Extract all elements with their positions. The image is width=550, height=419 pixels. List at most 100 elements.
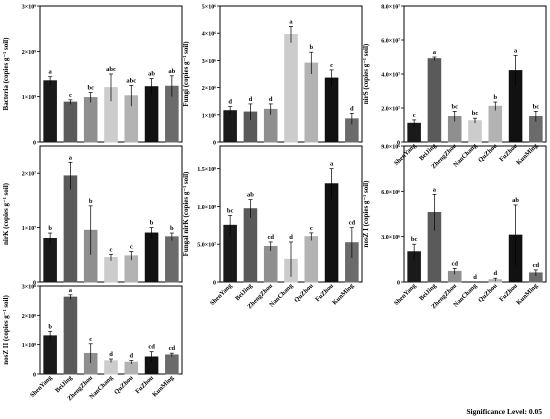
bar-beijing bbox=[243, 208, 258, 283]
significance-letter: bc bbox=[451, 103, 458, 110]
chart-panel-6: 0 3.0×10⁶ 6.0×10⁶ 9.0×10⁶ nosZ I (copies g⁻¹… bbox=[362, 145, 547, 310]
y-tick-label: 1×10⁸ bbox=[22, 343, 36, 349]
significance-letter: c bbox=[130, 244, 133, 251]
y-tick-label: 2.0×10⁷ bbox=[381, 107, 400, 113]
significance-letter: b bbox=[48, 323, 52, 330]
significance-letter: bc bbox=[87, 85, 94, 92]
significance-letter: a bbox=[289, 18, 293, 25]
significance-letter: ab bbox=[168, 68, 175, 75]
y-tick-label: 2×10⁷ bbox=[22, 172, 36, 178]
y-tick-label: 3×10⁸ bbox=[22, 285, 36, 291]
significance-letter: abc bbox=[106, 66, 116, 73]
significance-letter: a bbox=[330, 161, 334, 168]
y-tick-label: 1.0×10⁸ bbox=[197, 205, 216, 211]
y-tick-label: 6.0×10⁶ bbox=[381, 190, 400, 196]
bar-nanchang bbox=[104, 257, 118, 283]
y-axis-label: Fungal nirK (copies g⁻¹ soil) bbox=[182, 171, 190, 256]
y-axis-label: Fungi (copies g⁻¹ soil) bbox=[182, 41, 190, 107]
chart-panel-7: 0 1×10⁸ 2×10⁸ 3×10⁸ nosZ II (copies g⁻¹ soil… bbox=[2, 285, 183, 402]
y-tick-label: 5.0×10⁷ bbox=[197, 243, 216, 249]
y-tick-label: 1.5×10⁸ bbox=[197, 167, 216, 173]
bar-quzhou bbox=[304, 62, 319, 143]
y-tick-label: 2×10⁶ bbox=[202, 86, 216, 92]
y-tick-label: 5×10⁶ bbox=[202, 5, 216, 11]
bar-nanchang bbox=[468, 120, 482, 143]
significance-letter: d bbox=[249, 96, 253, 103]
chart-panel-4: 0 1×10⁷ 2×10⁷ nirK (copies g⁻¹ soil) b a b c c b b bbox=[2, 145, 183, 287]
significance-letter: a bbox=[69, 154, 73, 161]
significance-letter: c bbox=[89, 336, 92, 343]
significance-letter: bc bbox=[533, 103, 540, 110]
y-tick-label: 3.0×10⁶ bbox=[381, 235, 400, 241]
significance-letter: cd bbox=[169, 345, 176, 352]
significance-letter: abc bbox=[126, 77, 136, 84]
significance-letter: d bbox=[109, 351, 113, 358]
significance-letter: cd bbox=[267, 234, 274, 241]
significance-letter: cd bbox=[451, 260, 458, 267]
bar-zhengzhou bbox=[83, 97, 98, 143]
significance-letter: c bbox=[330, 62, 333, 69]
y-axis-label: Bacteria (copies g⁻¹ soil) bbox=[2, 37, 10, 111]
y-axis-label: nosZ II (copies g⁻¹ soil) bbox=[2, 295, 10, 365]
significance-note: Significance Level: 0.05 bbox=[466, 407, 542, 416]
bar-zhengzhou bbox=[263, 245, 278, 283]
bar-beijing bbox=[63, 175, 78, 283]
bar-beijing bbox=[63, 296, 78, 375]
y-tick-label: 1×10⁷ bbox=[22, 226, 36, 232]
significance-letter: d bbox=[350, 105, 354, 112]
significance-letter: c bbox=[69, 92, 72, 99]
y-tick-label: 9.0×10⁶ bbox=[381, 145, 400, 151]
bar-nanchang bbox=[104, 360, 118, 375]
chart-panel-1: 0 1×10⁹ 2×10⁹ 3×10⁹ Bacteria (copies g⁻¹ soi… bbox=[2, 5, 183, 147]
y-tick-label: 0 bbox=[397, 141, 400, 147]
x-tick-label: QuZhou bbox=[477, 282, 499, 304]
bar-fuzhou bbox=[144, 86, 159, 143]
y-tick-label: 0 bbox=[33, 141, 36, 147]
significance-letter: a bbox=[433, 49, 437, 56]
significance-letter: b bbox=[48, 225, 52, 232]
significance-letter: b bbox=[150, 220, 154, 227]
significance-letter: d bbox=[269, 96, 273, 103]
significance-letter: a bbox=[69, 287, 73, 294]
significance-letter: d bbox=[129, 353, 133, 360]
bar-nanchang bbox=[284, 34, 298, 143]
chart-panel-5: 0 5.0×10⁷ 1.0×10⁸ 1.5×10⁸ Fungal nirK (copie… bbox=[182, 145, 363, 310]
y-tick-label: 0 bbox=[213, 141, 216, 147]
significance-letter: d bbox=[473, 274, 477, 281]
bar-beijing bbox=[63, 101, 78, 143]
significance-letter: bc bbox=[472, 110, 479, 117]
bar-kunming bbox=[165, 354, 179, 375]
bar-kunming bbox=[165, 236, 179, 283]
y-tick-label: 0 bbox=[33, 373, 36, 379]
y-tick-label: 2×10⁹ bbox=[22, 50, 36, 56]
y-tick-label: 1×10⁶ bbox=[202, 113, 216, 119]
significance-letter: ab bbox=[247, 192, 254, 199]
y-tick-label: 0 bbox=[397, 281, 400, 287]
bar-fuzhou bbox=[324, 77, 339, 143]
y-tick-label: 4.0×10⁷ bbox=[381, 73, 400, 79]
significance-letter: bc bbox=[227, 208, 234, 215]
y-tick-label: 8.0×10⁷ bbox=[381, 5, 400, 11]
significance-letter: cd bbox=[349, 220, 356, 227]
y-tick-label: 2×10⁸ bbox=[22, 314, 36, 320]
x-tick-label: QuZhou bbox=[477, 142, 499, 164]
y-axis-label: nirS (copies g⁻¹ soil) bbox=[362, 43, 370, 104]
significance-letter: d bbox=[493, 270, 497, 277]
significance-letter: ab bbox=[512, 197, 519, 204]
bar-shenyang bbox=[43, 237, 57, 283]
plot-frame bbox=[403, 145, 547, 283]
y-tick-label: 0 bbox=[213, 281, 216, 287]
significance-letter: cd bbox=[148, 344, 155, 351]
significance-letter: c bbox=[110, 246, 113, 253]
x-tick-label: KunMing bbox=[331, 282, 356, 307]
bar-shenyang bbox=[223, 110, 237, 143]
significance-letter: bc bbox=[411, 236, 418, 243]
y-tick-label: 6.0×10⁷ bbox=[381, 39, 400, 45]
significance-letter: d bbox=[228, 99, 232, 106]
x-tick-label: KunMing bbox=[151, 374, 176, 399]
bar-beijing bbox=[427, 58, 442, 143]
significance-letter: a bbox=[433, 186, 437, 193]
significance-letter: c bbox=[310, 225, 313, 232]
y-tick-label: 0 bbox=[33, 281, 36, 287]
